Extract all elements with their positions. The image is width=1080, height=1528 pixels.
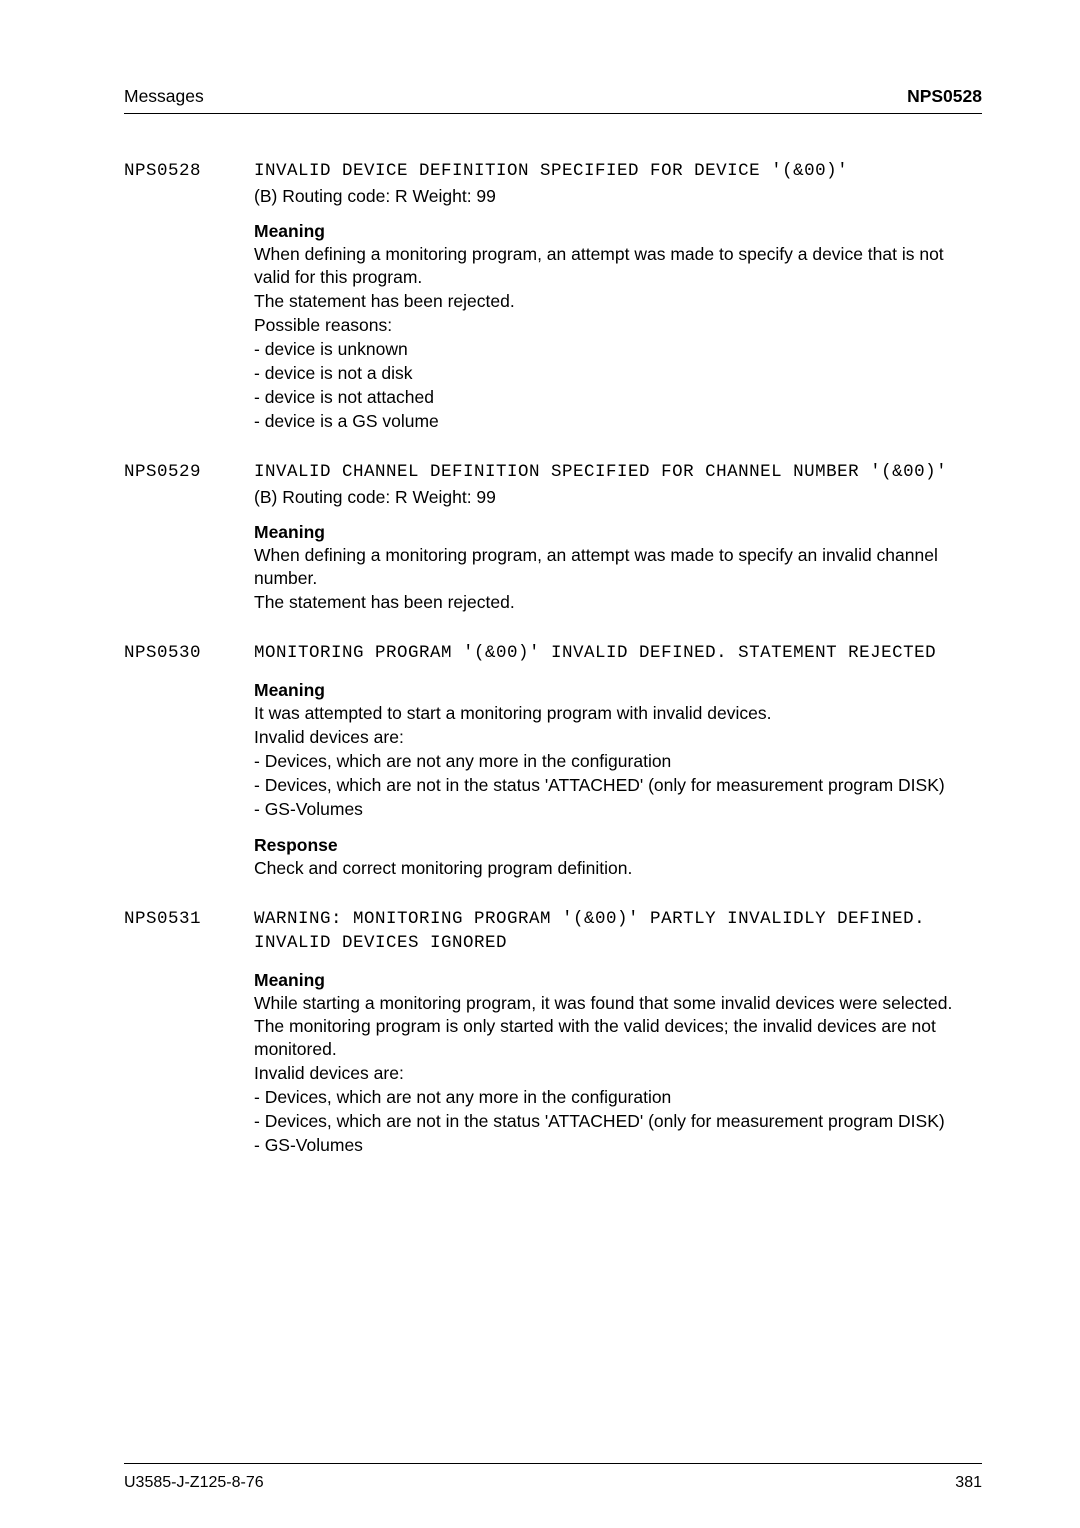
footer-rule xyxy=(124,1463,982,1464)
running-head: Messages NPS0528 xyxy=(124,86,982,107)
message-head: NPS0531WARNING: MONITORING PROGRAM '(&00… xyxy=(124,908,982,1157)
footer-right: 381 xyxy=(955,1474,982,1492)
section-line: Possible reasons: xyxy=(254,314,982,337)
message-code: NPS0531 xyxy=(124,908,254,929)
header-rule xyxy=(124,113,982,114)
message-block: NPS0529INVALID CHANNEL DEFINITION SPECIF… xyxy=(124,461,982,614)
section-line: - GS-Volumes xyxy=(254,798,982,821)
message-title: INVALID CHANNEL DEFINITION SPECIFIED FOR… xyxy=(254,461,982,485)
messages-container: NPS0528INVALID DEVICE DEFINITION SPECIFI… xyxy=(124,160,982,1157)
message-block: NPS0530MONITORING PROGRAM '(&00)' INVALI… xyxy=(124,642,982,880)
section-line: Check and correct monitoring program def… xyxy=(254,857,982,880)
message-code: NPS0530 xyxy=(124,642,254,663)
section-line: - device is unknown xyxy=(254,338,982,361)
message-body: INVALID CHANNEL DEFINITION SPECIFIED FOR… xyxy=(254,461,982,614)
section-label: Meaning xyxy=(254,221,982,242)
message-head: NPS0530MONITORING PROGRAM '(&00)' INVALI… xyxy=(124,642,982,880)
page: Messages NPS0528 NPS0528INVALID DEVICE D… xyxy=(0,0,1080,1528)
section-label: Meaning xyxy=(254,970,982,991)
section-label: Meaning xyxy=(254,522,982,543)
section-line: - Devices, which are not in the status '… xyxy=(254,774,982,797)
routing-line: (B) Routing code: R Weight: 99 xyxy=(254,186,982,207)
section-line: - device is not a disk xyxy=(254,362,982,385)
message-body: INVALID DEVICE DEFINITION SPECIFIED FOR … xyxy=(254,160,982,433)
message-head: NPS0529INVALID CHANNEL DEFINITION SPECIF… xyxy=(124,461,982,614)
message-block: NPS0528INVALID DEVICE DEFINITION SPECIFI… xyxy=(124,160,982,433)
section-label: Response xyxy=(254,835,982,856)
section-line: - Devices, which are not in the status '… xyxy=(254,1110,982,1133)
message-title: WARNING: MONITORING PROGRAM '(&00)' PART… xyxy=(254,908,982,955)
message-block: NPS0531WARNING: MONITORING PROGRAM '(&00… xyxy=(124,908,982,1157)
message-code: NPS0529 xyxy=(124,461,254,482)
section-line: - GS-Volumes xyxy=(254,1134,982,1157)
section-line: The statement has been rejected. xyxy=(254,591,982,614)
section-label: Meaning xyxy=(254,680,982,701)
message-title: INVALID DEVICE DEFINITION SPECIFIED FOR … xyxy=(254,160,982,184)
section-line: When defining a monitoring program, an a… xyxy=(254,544,982,590)
section-line: It was attempted to start a monitoring p… xyxy=(254,702,982,725)
section-line: Invalid devices are: xyxy=(254,726,982,749)
section-line: While starting a monitoring program, it … xyxy=(254,992,982,1061)
routing-line: (B) Routing code: R Weight: 99 xyxy=(254,487,982,508)
footer: U3585-J-Z125-8-76 381 xyxy=(124,1474,982,1492)
section-line: - Devices, which are not any more in the… xyxy=(254,1086,982,1109)
header-left: Messages xyxy=(124,86,204,107)
message-code: NPS0528 xyxy=(124,160,254,181)
message-body: MONITORING PROGRAM '(&00)' INVALID DEFIN… xyxy=(254,642,982,880)
section-line: - device is not attached xyxy=(254,386,982,409)
message-head: NPS0528INVALID DEVICE DEFINITION SPECIFI… xyxy=(124,160,982,433)
header-right: NPS0528 xyxy=(907,86,982,107)
message-title: MONITORING PROGRAM '(&00)' INVALID DEFIN… xyxy=(254,642,982,666)
section-line: The statement has been rejected. xyxy=(254,290,982,313)
section-line: Invalid devices are: xyxy=(254,1062,982,1085)
section-line: - device is a GS volume xyxy=(254,410,982,433)
footer-left: U3585-J-Z125-8-76 xyxy=(124,1474,264,1492)
section-line: - Devices, which are not any more in the… xyxy=(254,750,982,773)
message-body: WARNING: MONITORING PROGRAM '(&00)' PART… xyxy=(254,908,982,1157)
section-line: When defining a monitoring program, an a… xyxy=(254,243,982,289)
